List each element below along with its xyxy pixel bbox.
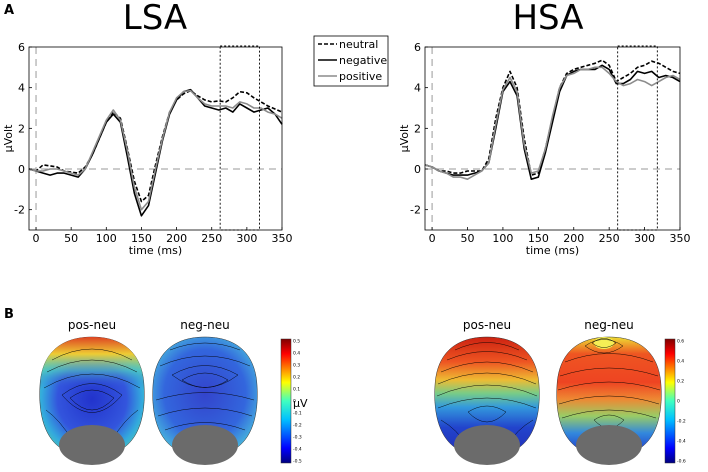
hsa-neg-neu-neck xyxy=(576,425,642,465)
lsa-pos-neu-frontal-activity xyxy=(39,337,145,450)
lsa-x-tick-label: 200 xyxy=(166,232,187,245)
lsa-y-tick-label: 4 xyxy=(18,82,25,95)
lsa-x-tick-label: 150 xyxy=(131,232,152,245)
hsa-x-tick-label: 300 xyxy=(634,232,655,245)
lsa-erp-plot: LSA 0 50 100 150 200 250 300 350 -2 0 2 4 6 time (ms… xyxy=(2,0,293,257)
lsa-x-axis-label: time (ms) xyxy=(129,244,182,257)
hsa-colorbar-tick: 0 xyxy=(677,399,680,405)
lsa-colorbar-tick: 0.1 xyxy=(293,387,300,393)
lsa-y-tick-label: 6 xyxy=(18,41,25,54)
hsa-y-tick-label: 2 xyxy=(414,122,421,135)
legend-negative-label: negative xyxy=(339,54,387,67)
hsa-y-tick-label: 6 xyxy=(414,41,421,54)
lsa-colorbar-tick: -0.2 xyxy=(293,423,302,429)
hsa-analysis-window xyxy=(617,45,658,231)
lsa-analysis-window xyxy=(219,45,260,231)
hsa-positive-line xyxy=(424,66,681,180)
hsa-negative-line xyxy=(424,64,681,180)
hsa-title: HSA xyxy=(512,0,583,38)
lsa-neg-neu-title: neg-neu xyxy=(180,318,230,332)
legend-neutral-label: neutral xyxy=(339,38,378,51)
hsa-y-tick-label: 0 xyxy=(414,163,421,176)
lsa-pos-neu-topomap: pos-neu xyxy=(39,318,145,465)
lsa-title: LSA xyxy=(123,0,187,38)
lsa-x-tick-label: 0 xyxy=(33,232,40,245)
hsa-erp-plot: HSA 0 50 100 150 200 250 300 350 -2 0 2 4 6 time (ms… xyxy=(398,0,691,257)
lsa-negative-line xyxy=(28,88,283,217)
lsa-x-tick-label: 250 xyxy=(201,232,222,245)
hsa-colorbar-tick: 0.4 xyxy=(677,359,684,365)
lsa-pos-neu-neck xyxy=(59,425,125,465)
hsa-pos-neu-title: pos-neu xyxy=(463,318,511,332)
lsa-colorbar-label: µV xyxy=(293,397,308,410)
hsa-x-tick-label: 250 xyxy=(599,232,620,245)
hsa-x-tick-label: 100 xyxy=(492,232,513,245)
hsa-colorbar-tick: 0.2 xyxy=(677,379,684,385)
lsa-axes-frame xyxy=(28,46,283,231)
lsa-y-tick-label: 2 xyxy=(18,122,25,135)
lsa-x-tick-label: 350 xyxy=(272,232,293,245)
hsa-colorbar-scale xyxy=(664,338,676,464)
hsa-pos-neu-topomap: pos-neu xyxy=(434,318,540,465)
hsa-pos-neu-neck xyxy=(454,425,520,465)
legend: neutral negative positive xyxy=(313,35,389,87)
lsa-y-tick-label: 0 xyxy=(18,163,25,176)
lsa-colorbar-tick: 0.3 xyxy=(293,363,300,369)
legend-positive-label: positive xyxy=(339,70,382,83)
lsa-neg-neu-contours xyxy=(155,342,255,431)
lsa-colorbar-tick: 0.4 xyxy=(293,351,300,357)
hsa-colorbar-tick: 0.6 xyxy=(677,339,684,345)
hsa-x-tick-label: 200 xyxy=(563,232,584,245)
lsa-colorbar-tick: -0.3 xyxy=(293,435,302,441)
lsa-positive-line xyxy=(28,89,283,211)
lsa-neutral-line xyxy=(28,89,283,203)
lsa-y-tick-label: -2 xyxy=(14,204,25,217)
lsa-pos-neu-title: pos-neu xyxy=(68,318,116,332)
hsa-x-tick-label: 350 xyxy=(670,232,691,245)
hsa-x-axis-label: time (ms) xyxy=(526,244,579,257)
lsa-colorbar: 0.5 0.4 0.3 0.2 0.1 0 -0.1 -0.2 -0.3 -0.4 -0.5 µV xyxy=(280,338,308,465)
lsa-colorbar-tick: -0.5 xyxy=(293,459,302,465)
hsa-x-tick-label: 0 xyxy=(429,232,436,245)
lsa-y-axis-label: µVolt xyxy=(2,124,15,152)
lsa-colorbar-tick: 0 xyxy=(293,399,296,405)
hsa-x-tick-label: 50 xyxy=(461,232,475,245)
hsa-x-tick-label: 150 xyxy=(528,232,549,245)
lsa-colorbar-tick: -0.1 xyxy=(293,411,302,417)
lsa-colorbar-tick: 0.5 xyxy=(293,339,300,345)
lsa-x-tick-label: 100 xyxy=(96,232,117,245)
hsa-y-tick-label: 4 xyxy=(414,82,421,95)
hsa-neg-neu-topomap: neg-neu xyxy=(556,318,662,465)
hsa-colorbar: 0.6 0.4 0.2 0 -0.2 -0.4 -0.6 xyxy=(664,338,686,465)
lsa-colorbar-tick: -0.4 xyxy=(293,447,302,453)
hsa-axes-frame xyxy=(424,46,681,231)
lsa-neg-neu-neck xyxy=(172,425,238,465)
hsa-colorbar-tick: -0.6 xyxy=(677,459,686,465)
panel-b-label: B xyxy=(4,307,14,322)
hsa-y-axis-label: µVolt xyxy=(398,124,411,152)
lsa-colorbar-scale xyxy=(280,338,292,464)
panel-a-label: A xyxy=(4,3,14,18)
hsa-colorbar-tick: -0.2 xyxy=(677,419,686,425)
hsa-y-tick-label: -2 xyxy=(410,204,421,217)
lsa-x-tick-label: 300 xyxy=(236,232,257,245)
lsa-neg-neu-topomap: neg-neu xyxy=(152,318,258,465)
hsa-neg-neu-frontal-spot xyxy=(594,337,614,349)
lsa-colorbar-tick: 0.2 xyxy=(293,375,300,381)
lsa-x-tick-label: 50 xyxy=(64,232,78,245)
hsa-neg-neu-title: neg-neu xyxy=(584,318,634,332)
hsa-colorbar-tick: -0.4 xyxy=(677,439,686,445)
